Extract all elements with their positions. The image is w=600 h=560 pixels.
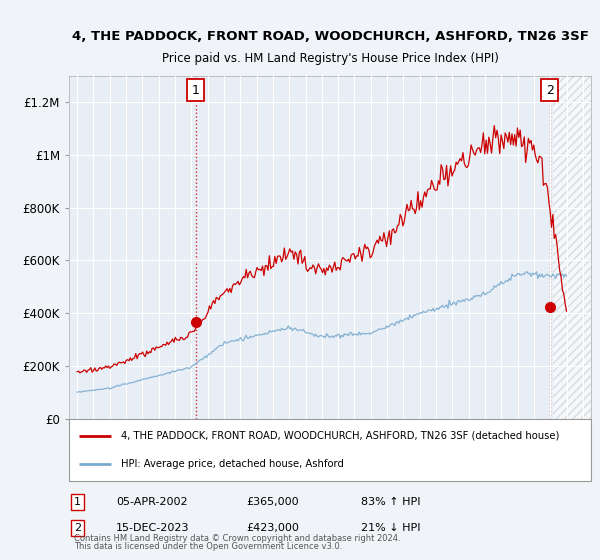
- Text: 4, THE PADDOCK, FRONT ROAD, WOODCHURCH, ASHFORD, TN26 3SF (detached house): 4, THE PADDOCK, FRONT ROAD, WOODCHURCH, …: [121, 431, 560, 441]
- Text: 1: 1: [74, 497, 81, 507]
- FancyBboxPatch shape: [69, 419, 591, 481]
- Text: This data is licensed under the Open Government Licence v3.0.: This data is licensed under the Open Gov…: [74, 542, 343, 551]
- Text: 15-DEC-2023: 15-DEC-2023: [116, 523, 190, 533]
- Text: HPI: Average price, detached house, Ashford: HPI: Average price, detached house, Ashf…: [121, 459, 344, 469]
- Text: Price paid vs. HM Land Registry's House Price Index (HPI): Price paid vs. HM Land Registry's House …: [161, 52, 499, 66]
- Text: 83% ↑ HPI: 83% ↑ HPI: [361, 497, 421, 507]
- Text: 05-APR-2002: 05-APR-2002: [116, 497, 188, 507]
- Text: 4, THE PADDOCK, FRONT ROAD, WOODCHURCH, ASHFORD, TN26 3SF: 4, THE PADDOCK, FRONT ROAD, WOODCHURCH, …: [71, 30, 589, 43]
- Text: 1: 1: [192, 83, 200, 97]
- Text: 21% ↓ HPI: 21% ↓ HPI: [361, 523, 421, 533]
- Text: Contains HM Land Registry data © Crown copyright and database right 2024.: Contains HM Land Registry data © Crown c…: [74, 534, 401, 543]
- Text: 2: 2: [74, 523, 82, 533]
- Text: £423,000: £423,000: [247, 523, 299, 533]
- Text: 2: 2: [545, 83, 554, 97]
- Text: £365,000: £365,000: [247, 497, 299, 507]
